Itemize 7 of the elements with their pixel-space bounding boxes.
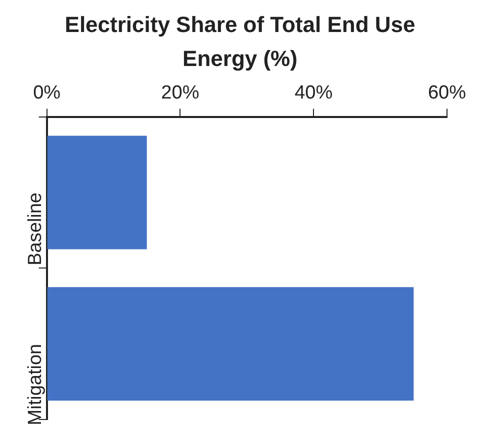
y-tick-label: Mitigation xyxy=(25,344,46,426)
chart-title: Electricity Share of Total End Use Energy (%) xyxy=(64,11,416,73)
x-tick-label: 60% xyxy=(428,82,466,104)
x-tick-label: 20% xyxy=(161,82,200,104)
y-tick-label: Baseline xyxy=(25,192,46,266)
x-tick-label: 0% xyxy=(33,82,61,104)
x-tick-label: 40% xyxy=(294,82,333,104)
